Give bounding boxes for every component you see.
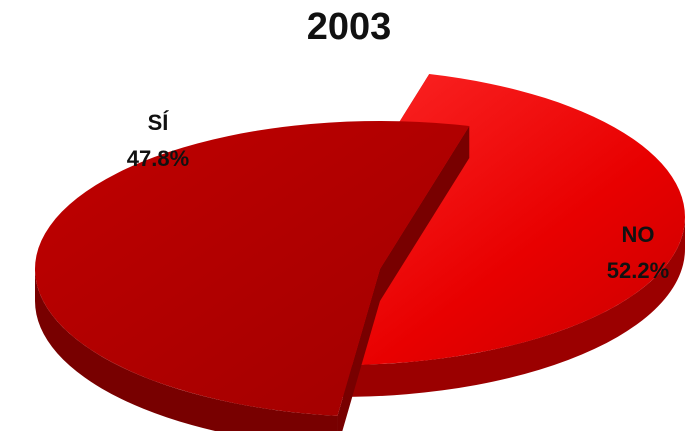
slice-value-label: 52.2%: [607, 258, 669, 283]
slice-value-label: 47.8%: [127, 146, 189, 171]
pie-slice-top: [34, 120, 470, 416]
slice-category-label: SÍ: [148, 110, 170, 135]
pie-slice-no: [34, 120, 470, 431]
pie-slice-side: [35, 269, 338, 431]
pie-slice-cut-face: [380, 126, 470, 302]
chart-title: 2003: [306, 6, 392, 48]
pie-slice-cut-face: [337, 269, 380, 431]
slice-category-label: NO: [622, 222, 655, 247]
